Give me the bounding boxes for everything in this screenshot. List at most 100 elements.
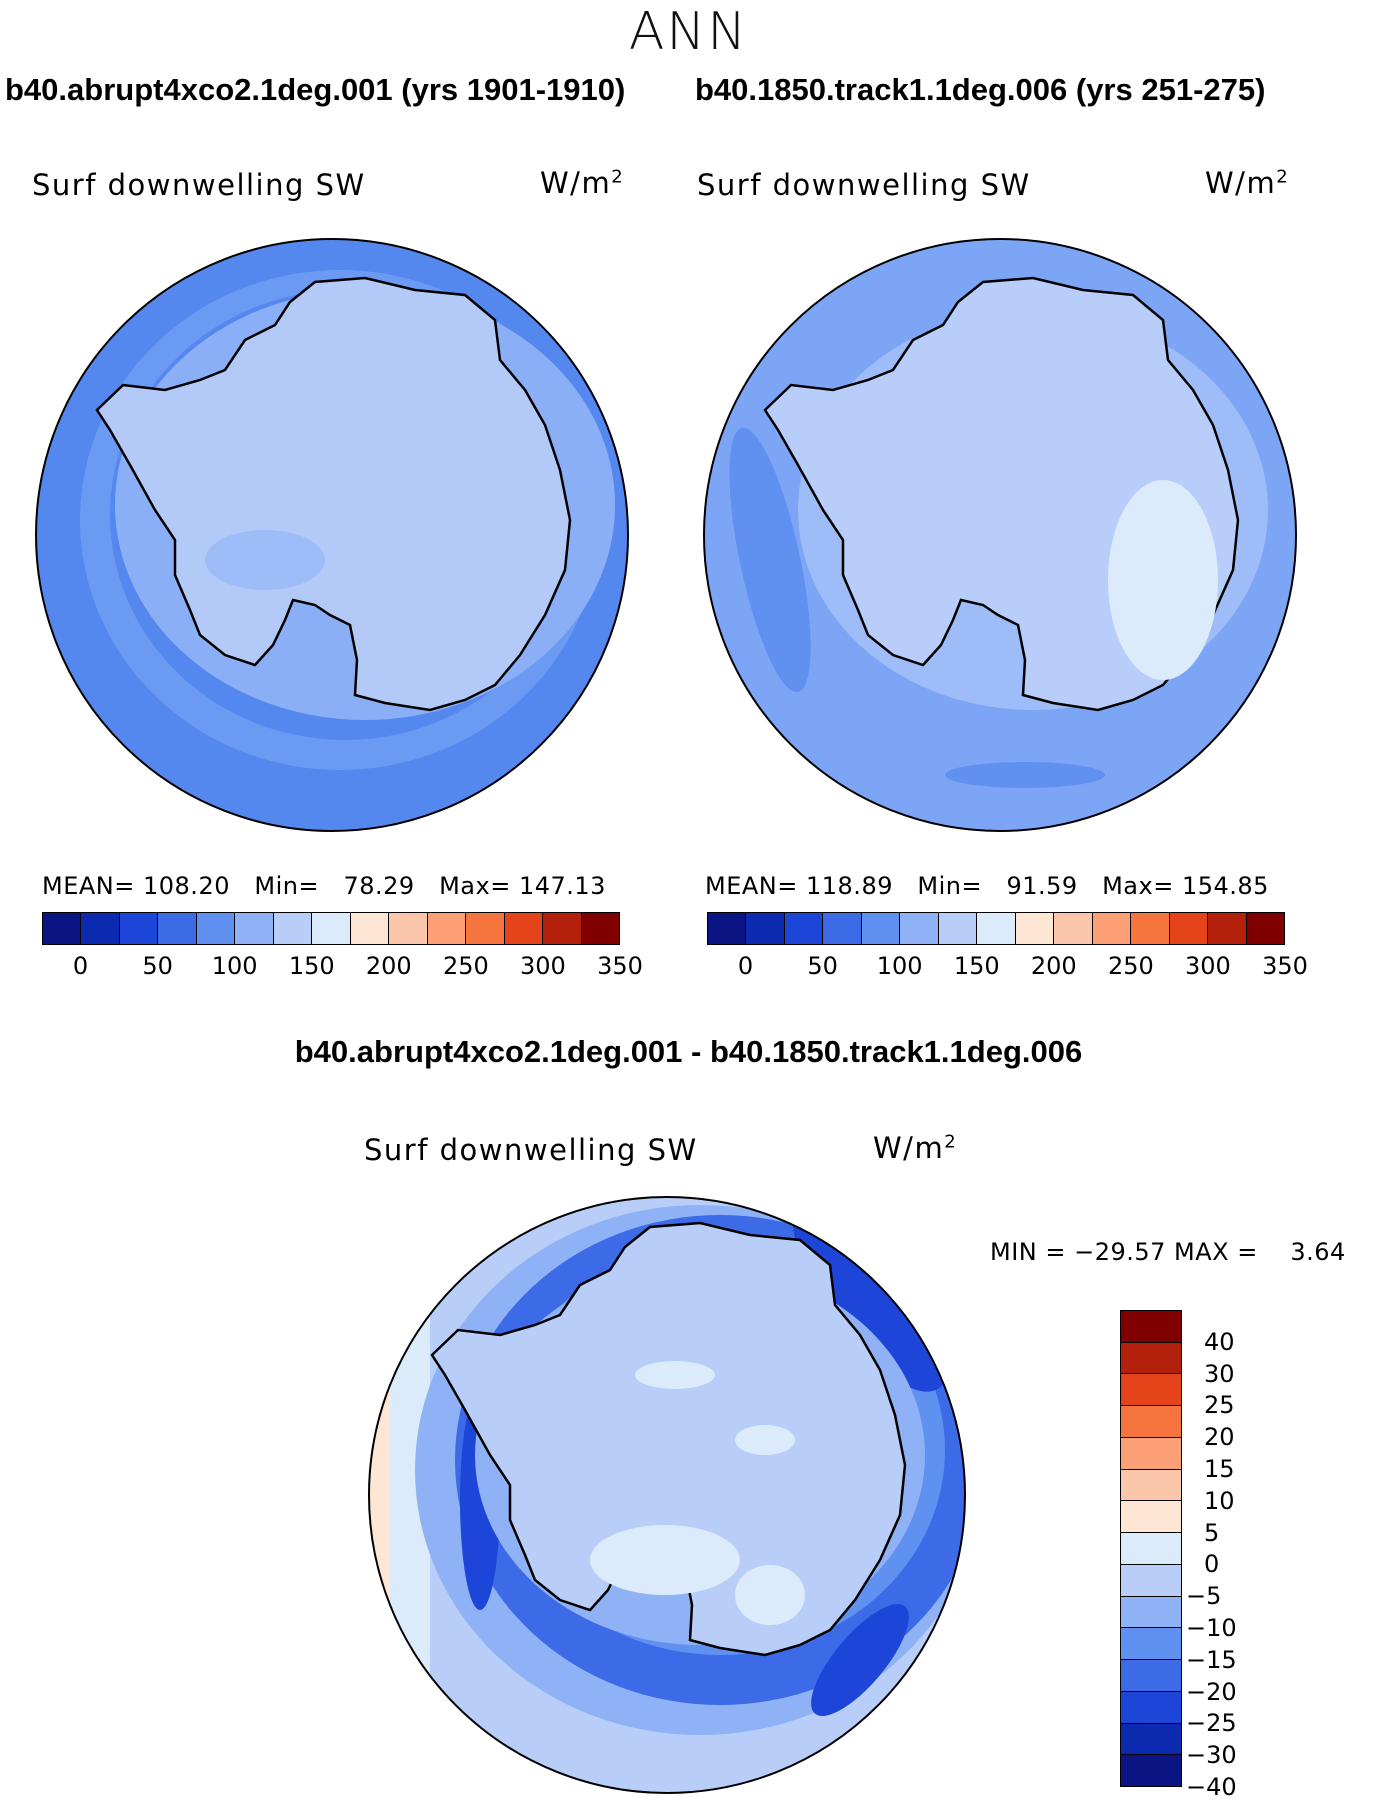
- panel-1-colorbar-cell: [466, 913, 505, 944]
- panel-2-colorbar-cell: [1208, 913, 1247, 944]
- panel-1-colorbar-tick-label: 150: [288, 952, 335, 980]
- diff-colorbar-tick-label: 25: [1204, 1391, 1235, 1420]
- panel-2-colorbar-tick-label: 150: [953, 952, 1000, 980]
- panel-1-colorbar-cell: [43, 913, 82, 944]
- panel-1-colorbar-cell: [543, 913, 582, 944]
- panel-1-colorbar-tick-label: 350: [597, 952, 643, 980]
- diff-colorbar-cell: [1121, 1596, 1181, 1629]
- panel-1-colorbar-cell: [350, 913, 390, 944]
- panel-2-colorbar-cell: [708, 913, 747, 944]
- panel-2-colorbar-cell: [746, 913, 785, 944]
- diff-map-border: [368, 1196, 966, 1794]
- panel-1-colorbar-cell: [504, 913, 544, 944]
- panel-2-colorbar-tick-label: 250: [1107, 952, 1154, 980]
- diff-colorbar-cell: [1121, 1469, 1181, 1502]
- diff-colorbar-tick-label: 5: [1204, 1518, 1220, 1547]
- panel-2-high-patch: [1108, 480, 1218, 680]
- figure-title: ANN: [628, 2, 749, 62]
- panel-1-colorbar-tick-label: 50: [142, 952, 173, 980]
- diff-colorbar-cell: [1121, 1533, 1181, 1565]
- panel-2-colorbar-cell: [938, 913, 978, 944]
- panel-2-colorbar-cell: [1131, 913, 1170, 944]
- panel-2-colorbar-cell: [1092, 913, 1132, 944]
- panel-1-interior-patch: [205, 530, 325, 590]
- panel-2-case-title: b40.1850.track1.1deg.006 (yrs 251-275): [695, 72, 1266, 107]
- diff-colorbar-cell: [1121, 1723, 1181, 1756]
- panel-2-colorbar-tick-label: 0: [737, 952, 754, 980]
- diff-minmax: MIN = −29.57 MAX = 3.64: [990, 1238, 1346, 1266]
- diff-colorbar-tick-label: 15: [1204, 1455, 1235, 1483]
- panel-2-colorbar-tick-label: 50: [807, 952, 838, 980]
- panel-1-colorbar-cell: [312, 913, 351, 944]
- panel-1-variable-label: Surf downwelling SW: [32, 168, 366, 202]
- diff-title: b40.abrupt4xco2.1deg.001 - b40.1850.trac…: [294, 1034, 1083, 1069]
- panel-2-stats: MEAN= 118.89 Min= 91.59 Max= 154.85: [705, 872, 1269, 900]
- panel-1-colorbar-cell: [273, 913, 313, 944]
- diff-interior-light-3: [735, 1425, 795, 1455]
- diff-colorbar-tick-label: −30: [1186, 1741, 1237, 1770]
- panel-2-low-patch-west: [729, 427, 811, 693]
- diff-colorbar-tick-label: −15: [1186, 1645, 1237, 1674]
- panel-1-colorbar-cell: [581, 913, 620, 944]
- panel-1-colorbar-cell: [158, 913, 197, 944]
- panel-1-stats: MEAN= 108.20 Min= 78.29 Max= 147.13: [42, 872, 606, 900]
- panel-2-field: [704, 239, 1296, 831]
- panel-2-colorbar-ticks: 0 50 100 150 200 250 300 350: [707, 952, 1308, 982]
- panel-1-units-label: W/m2: [540, 166, 625, 200]
- panel-1-case-title: b40.abrupt4xco2.1deg.001 (yrs 1901-1910): [5, 72, 626, 107]
- panel-2-colorbar-tick-label: 300: [1185, 952, 1231, 980]
- panel-2-colorbar: [707, 912, 1285, 945]
- diff-colorbar-tick-label: −25: [1186, 1709, 1237, 1738]
- panel-1-colorbar: [42, 912, 620, 945]
- diff-colorbar-tick-label: 10: [1204, 1486, 1235, 1515]
- diff-colorbar-tick-label: −5: [1186, 1582, 1222, 1611]
- diff-colorbar-tick-label: 20: [1204, 1423, 1235, 1452]
- panel-2-colorbar-cell: [1054, 913, 1093, 944]
- panel-1-colorbar-cell: [427, 913, 467, 944]
- panel-2-variable-label: Surf downwelling SW: [697, 168, 1031, 202]
- panel-1-colorbar-cell: [119, 913, 159, 944]
- diff-colorbar-cell: [1121, 1406, 1181, 1438]
- diff-min-patch-se: [811, 1604, 909, 1716]
- panel-2-units-label: W/m2: [1205, 166, 1290, 200]
- diff-field: [369, 1197, 965, 1793]
- diff-colorbar-cell: [1121, 1374, 1181, 1407]
- diff-units-label: W/m2: [873, 1131, 958, 1165]
- diff-colorbar-tick-label: 0: [1204, 1550, 1220, 1579]
- diff-interior-light-2: [735, 1565, 805, 1625]
- diff-colorbar-cell: [1121, 1437, 1181, 1470]
- panel-1-map-border: [35, 238, 629, 832]
- panel-2-colorbar-cell: [823, 913, 862, 944]
- panel-1-colorbar-cell: [389, 913, 428, 944]
- diff-colorbar-tick-label: −10: [1186, 1614, 1237, 1642]
- panel-1-colorbar-tick-label: 200: [365, 952, 412, 980]
- diff-colorbar-cell: [1121, 1660, 1181, 1692]
- panel-1-colorbar-tick-label: 0: [72, 952, 89, 980]
- diff-colorbar-cell: [1121, 1628, 1181, 1661]
- panel-2-low-patch-south: [945, 762, 1105, 788]
- panel-2-map-border: [703, 238, 1297, 832]
- diff-colorbar-tick-label: 40: [1204, 1327, 1235, 1356]
- panel-2-colorbar-cell: [1246, 913, 1285, 944]
- panel-2-colorbar-cell: [1169, 913, 1209, 944]
- diff-colorbar-cell: [1121, 1755, 1181, 1787]
- panel-2-colorbar-cell: [977, 913, 1016, 944]
- panel-2-colorbar-tick-label: 100: [876, 952, 923, 980]
- diff-colorbar-tick-label: −20: [1186, 1677, 1237, 1706]
- panel-2-colorbar-tick-label: 200: [1030, 952, 1077, 980]
- diff-variable-label: Surf downwelling SW: [364, 1133, 698, 1167]
- diff-colorbar-cell: [1121, 1691, 1181, 1724]
- diff-colorbar-cell: [1121, 1311, 1181, 1343]
- diff-colorbar-ticks: 40 30 25 20 15 10 5 0 −5 −10 −15 −20 −25 −30 −40: [1186, 1310, 1272, 1801]
- diff-colorbar-cell: [1121, 1501, 1181, 1534]
- diff-interior-light-4: [635, 1361, 715, 1389]
- panel-2-colorbar-cell: [784, 913, 824, 944]
- panel-1-colorbar-cell: [81, 913, 120, 944]
- diff-colorbar-cell: [1121, 1342, 1181, 1375]
- panel-2-colorbar-tick-label: 350: [1262, 952, 1308, 980]
- panel-1-colorbar-cell: [196, 913, 236, 944]
- diff-interior-light-1: [590, 1525, 740, 1595]
- panel-2-colorbar-cell: [1015, 913, 1055, 944]
- panel-1-field: [36, 239, 628, 831]
- diff-colorbar: [1120, 1310, 1182, 1787]
